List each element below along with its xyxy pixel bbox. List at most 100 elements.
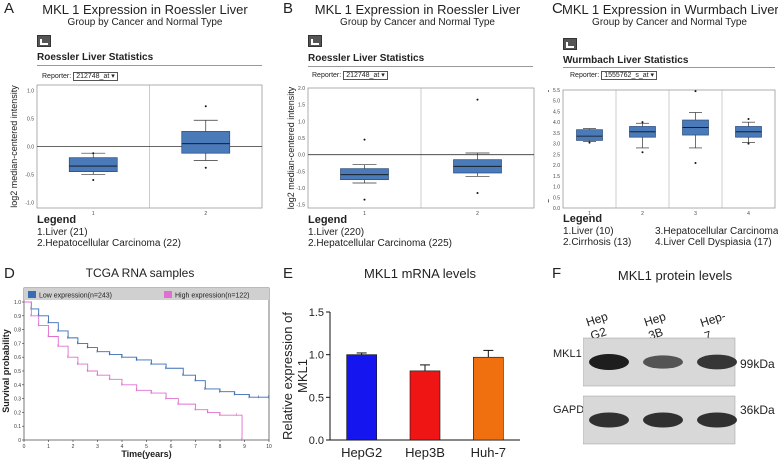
- bar: [409, 370, 441, 441]
- panel-f-title: MKL1 protein levels: [617, 268, 733, 283]
- panel-b-stats-title: Roessler Liver Statistics: [308, 53, 425, 64]
- reporter: Reporter: 212748_at ▾: [42, 72, 118, 81]
- x-tick-label: 6: [170, 444, 173, 450]
- x-tick-label: 8: [219, 444, 222, 450]
- y-tick-label: 0.5: [553, 195, 560, 201]
- box-outlier: [476, 98, 479, 101]
- survival-curve: [24, 301, 243, 440]
- panel-c-legend-title: Legend: [563, 213, 603, 225]
- y-tick-label: 4.0: [553, 120, 560, 126]
- bar: [346, 354, 377, 441]
- y-tick-label: 0.3: [14, 397, 21, 403]
- panel-b-legend-item-2: 2.Hepatcellular Carcinoma (225): [308, 238, 452, 249]
- y-tick-label: 0.6: [14, 355, 21, 361]
- panel-c-title: MKL 1 Expression in Wurmbach Liver: [562, 2, 778, 17]
- y-tick-label: 0.1: [14, 424, 21, 430]
- reporter-select[interactable]: 212748_at ▾: [73, 72, 118, 81]
- reporter-select[interactable]: 1555762_s_at ▾: [601, 71, 658, 80]
- y-axis-label: log2 median-centered intensity: [286, 86, 296, 209]
- blot-row-size-2: 36kDa: [740, 403, 775, 417]
- panel-b-legend-item-1: 1.Liver (220): [308, 227, 365, 238]
- reporter-value: 1555762_s_at: [604, 72, 649, 79]
- panel-label-b: B: [283, 0, 294, 17]
- x-tick-label: Huh-7: [471, 445, 506, 460]
- box-iqr: [68, 157, 118, 173]
- x-tick-label: 4: [747, 211, 750, 217]
- y-tick-label: -1.5: [296, 203, 305, 209]
- y-tick-label: 1.0: [14, 300, 21, 306]
- x-tick-label: 2: [72, 444, 75, 450]
- x-tick-label: 4: [121, 444, 124, 450]
- chart-icon[interactable]: [563, 38, 577, 50]
- y-tick-label: 0.9: [14, 314, 21, 320]
- y-tick-label: 1.5: [309, 307, 324, 319]
- panel-c-legend-item-3: 3.Hepatocellular Carcinoma (35): [655, 226, 778, 237]
- panel-c-subtitle: Group by Cancer and Normal Type: [592, 17, 747, 28]
- box-outlier: [694, 161, 697, 164]
- reporter: Reporter: 1555762_s_at ▾: [570, 71, 658, 80]
- blot-band: [643, 355, 683, 369]
- y-tick-label: 0: [18, 438, 21, 444]
- divider: [563, 67, 775, 68]
- y-tick-label: 0.5: [27, 117, 34, 123]
- box-outlier: [747, 142, 750, 145]
- reporter-value: 212748_at: [346, 72, 380, 79]
- y-tick-label: 0.5: [309, 392, 324, 404]
- y-axis-label: MKL1: [295, 359, 310, 393]
- box-outlier: [747, 117, 750, 120]
- x-tick-label: 5: [145, 444, 148, 450]
- y-axis-label: Relative expression of: [280, 312, 295, 440]
- y-tick-label: 0.0: [553, 206, 560, 212]
- blot-band: [589, 412, 629, 428]
- panel-a-legend-title: Legend: [37, 214, 77, 226]
- x-tick-label: 7: [194, 444, 197, 450]
- chart-icon[interactable]: [308, 35, 322, 47]
- blot-band: [589, 354, 629, 370]
- x-tick-label: 0: [23, 444, 26, 450]
- panel-label-d: D: [4, 265, 15, 282]
- y-tick-label: 0.0: [27, 145, 34, 151]
- chart-title: TCGA RNA samples: [86, 266, 195, 280]
- y-tick-label: 1.5: [553, 174, 560, 180]
- y-tick-label: 1.0: [309, 350, 324, 362]
- panel-a-stats-title: Roessler Liver Statistics: [37, 52, 154, 63]
- y-tick-label: -1.0: [25, 200, 34, 206]
- y-tick-label: 0.4: [14, 383, 21, 389]
- y-tick-label: 1.5: [298, 103, 305, 109]
- legend-swatch: [28, 291, 36, 298]
- y-tick-label: 0.7: [14, 341, 21, 347]
- legend-strip: [24, 288, 269, 300]
- reporter-select[interactable]: 212748_at ▾: [343, 71, 388, 80]
- y-tick-label: 0.5: [298, 136, 305, 142]
- divider: [37, 65, 262, 66]
- box-outlier: [204, 166, 207, 169]
- x-tick-label: 1: [47, 444, 50, 450]
- km-plot-d: TCGA RNA samples Low expression(n=243) Hig…: [1, 266, 272, 459]
- y-tick-label: 0.0: [298, 153, 305, 159]
- panel-label-c: C: [552, 0, 563, 17]
- box-outlier: [92, 179, 95, 182]
- reporter-label: Reporter:: [570, 72, 600, 79]
- box-outlier: [641, 121, 644, 124]
- panel-b-legend-title: Legend: [308, 214, 348, 226]
- x-tick-label: 2: [204, 211, 207, 217]
- y-tick-label: -1.0: [296, 186, 305, 192]
- blot-band: [697, 354, 737, 370]
- x-tick-label: 3: [96, 444, 99, 450]
- reporter-label: Reporter:: [42, 73, 72, 80]
- box-outlier: [363, 138, 366, 141]
- panel-label-a: A: [4, 0, 15, 17]
- x-axis-label: Time(years): [121, 449, 171, 459]
- x-tick-label: 1: [92, 211, 95, 217]
- box-iqr: [340, 168, 389, 181]
- box-outlier: [641, 151, 644, 154]
- bar: [473, 356, 504, 441]
- panel-b-subtitle: Group by Cancer and Normal Type: [340, 17, 495, 28]
- panel-label-f: F: [552, 265, 562, 282]
- box-outlier: [694, 90, 697, 93]
- chart-icon[interactable]: [37, 35, 51, 47]
- y-axis-label: log2 median-centered intensity: [548, 87, 549, 210]
- blot-band: [643, 412, 683, 428]
- y-tick-label: 0.8: [14, 328, 21, 334]
